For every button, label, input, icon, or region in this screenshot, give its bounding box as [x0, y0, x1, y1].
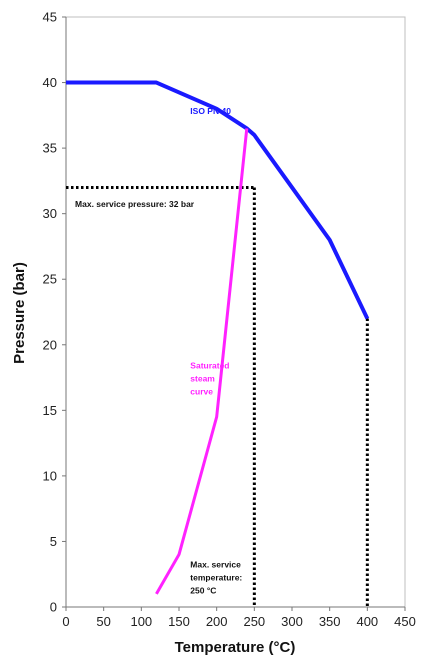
reference-lines: [66, 185, 369, 607]
y-tick-label: 10: [43, 468, 57, 483]
series-line-iso-pn-40: [66, 80, 370, 320]
annotation-line: temperature:: [190, 573, 242, 583]
annotation-pressure: Max. service pressure: 32 bar: [75, 199, 195, 209]
x-axis-title: Temperature (°C): [175, 639, 296, 656]
y-axis-title: Pressure (bar): [11, 262, 28, 364]
annotation-iso: ISO PN 40: [190, 106, 231, 116]
annotation-line: ISO PN 40: [190, 106, 231, 116]
annotation-line: Max. service pressure: 32 bar: [75, 199, 195, 209]
y-tick-label: 35: [43, 141, 57, 156]
annotation-line: 250 °C: [190, 586, 216, 596]
x-tick-label: 350: [319, 614, 341, 629]
y-tick-label: 15: [43, 403, 57, 418]
y-tick-label: 40: [43, 75, 57, 90]
x-tick-label: 0: [62, 614, 69, 629]
y-tick-label: 45: [43, 10, 57, 25]
x-tick-label: 100: [130, 614, 152, 629]
annotation-line: curve: [190, 386, 213, 396]
annotations: ISO PN 40 Max. service pressure: 32 bar Sa…: [75, 106, 242, 596]
annotation-line: Saturated: [190, 360, 229, 370]
y-tick-label: 20: [43, 337, 57, 352]
x-tick-label: 50: [96, 614, 110, 629]
annotation-line: Max. service: [190, 560, 241, 570]
annotation-line: steam: [190, 373, 215, 383]
x-tick-label: 250: [243, 614, 265, 629]
y-tick-label: 30: [43, 206, 57, 221]
x-tick-label: 300: [281, 614, 303, 629]
series-lines: [66, 80, 370, 595]
y-tick-label: 0: [50, 600, 57, 615]
y-tick-label: 5: [50, 534, 57, 549]
x-tick-label: 200: [206, 614, 228, 629]
series-line-saturated-steam-curve: [155, 128, 249, 595]
annotation-temp: Max. service temperature: 250 °C: [190, 560, 242, 596]
plot-frame: [65, 16, 406, 608]
annotation-steam: Saturated steam curve: [190, 360, 229, 396]
x-tick-label: 150: [168, 614, 190, 629]
y-tick-label: 25: [43, 272, 57, 287]
x-tick-label: 450: [394, 614, 416, 629]
x-tick-label: 400: [356, 614, 378, 629]
